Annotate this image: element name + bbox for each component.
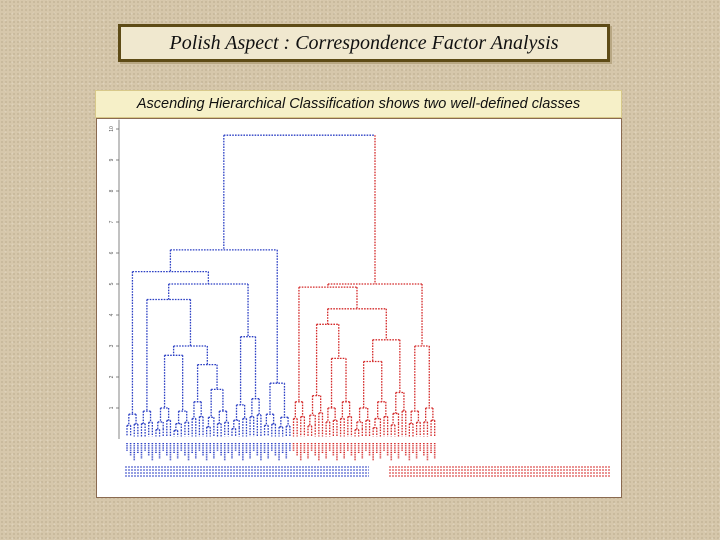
y-tick-label: 5 <box>109 282 115 285</box>
dendrogram-panel: 1 2 3 4 5 6 7 8 9 10 <box>96 118 622 498</box>
y-tick-label: 3 <box>109 344 115 347</box>
y-tick-label: 10 <box>109 126 115 132</box>
slide-title: Polish Aspect : Correspondence Factor An… <box>118 24 610 62</box>
slide-subtitle: Ascending Hierarchical Classification sh… <box>95 90 622 118</box>
y-tick-label: 9 <box>109 158 115 161</box>
y-tick-label: 4 <box>109 313 115 316</box>
y-tick-label: 7 <box>109 220 115 223</box>
dendrogram: 1 2 3 4 5 6 7 8 9 10 <box>109 119 611 477</box>
y-tick-label: 1 <box>109 406 115 409</box>
y-tick-label: 6 <box>109 251 115 254</box>
y-tick-label: 8 <box>109 189 115 192</box>
y-tick-label: 2 <box>109 375 115 378</box>
